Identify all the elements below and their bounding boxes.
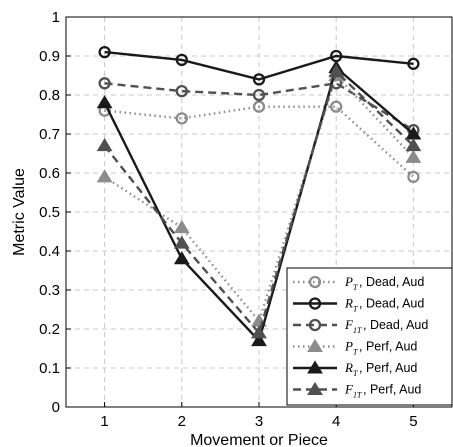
- x-axis-label: Movement or Piece: [190, 432, 328, 447]
- legend-subscript: 1T: [353, 326, 362, 335]
- y-tick-label: 0.3: [39, 282, 60, 299]
- data-point: [96, 169, 113, 183]
- y-tick-label: 1: [52, 9, 60, 26]
- data-point: [173, 219, 190, 234]
- x-tick-label: 4: [332, 413, 340, 430]
- data-point: [96, 95, 113, 109]
- y-tick-label: 0.2: [39, 321, 60, 338]
- x-tick-label: 3: [255, 413, 263, 430]
- legend-item: F 1T, Perf, Aud: [293, 382, 421, 400]
- data-point: [251, 333, 267, 347]
- data-point: [307, 360, 323, 374]
- data-point: [405, 149, 422, 163]
- data-point: [252, 73, 266, 86]
- series-3: [98, 77, 420, 137]
- series-line: [104, 50, 414, 81]
- legend-box: [286, 267, 453, 406]
- legend-subscript: T: [353, 305, 358, 314]
- data-point: [175, 53, 188, 67]
- legend-item: F 1T, Dead, Aud: [293, 317, 428, 335]
- data-point: [405, 138, 422, 152]
- legend-label: , Perf, Aud: [359, 361, 417, 375]
- legend-subscript: T: [353, 369, 358, 378]
- legend-symbol: F: [344, 382, 354, 397]
- y-tick-label: 0.6: [39, 165, 60, 182]
- y-tick-label: 0.7: [39, 126, 60, 143]
- legend-symbol: P: [344, 339, 353, 354]
- legend-subscript: T: [353, 348, 358, 357]
- legend-label: , Dead, Aud: [359, 275, 424, 289]
- y-tick-label: 0.4: [39, 243, 60, 260]
- legend-label: , Perf, Aud: [363, 383, 421, 397]
- series-6: [96, 63, 422, 339]
- legend-label: , Perf, Aud: [359, 340, 417, 354]
- data-point: [96, 138, 113, 152]
- data-point: [307, 338, 323, 352]
- data-point: [251, 325, 267, 339]
- y-tick-label: 0.1: [39, 360, 60, 377]
- legend-subscript: T: [353, 283, 358, 292]
- y-axis-label: Metric Value: [11, 168, 28, 256]
- data-point: [173, 251, 190, 265]
- data-point: [307, 381, 323, 395]
- data-point: [407, 170, 420, 184]
- legend-symbol: R: [344, 296, 353, 311]
- legend-symbol: F: [344, 317, 354, 332]
- data-point: [173, 235, 190, 249]
- data-point: [308, 275, 322, 289]
- series-line: [103, 69, 415, 336]
- legend-symbol: R: [344, 360, 353, 375]
- y-tick-label: 0: [52, 399, 60, 416]
- legend-label: , Dead, Aud: [359, 297, 424, 311]
- data-point: [252, 88, 266, 102]
- y-tick-label: 0.5: [39, 204, 60, 221]
- data-point: [175, 84, 188, 98]
- legend-label: , Dead, Aud: [363, 318, 428, 332]
- data-point: [175, 112, 188, 125]
- data-point: [98, 45, 111, 59]
- data-point: [328, 63, 345, 78]
- x-tick-label: 1: [100, 413, 108, 430]
- legend-subscript: 1T: [353, 391, 362, 400]
- series-line: [104, 82, 415, 132]
- data-point: [330, 100, 343, 113]
- data-point: [252, 100, 266, 113]
- x-tick-label: 2: [178, 413, 186, 430]
- series-2: [98, 45, 420, 86]
- data-point: [98, 77, 111, 90]
- data-point: [308, 318, 322, 332]
- x-tick-label: 5: [409, 413, 417, 430]
- data-point: [407, 57, 420, 70]
- legend-symbol: P: [344, 274, 353, 289]
- y-tick-label: 0.8: [39, 87, 60, 104]
- y-tick-label: 0.9: [39, 48, 60, 65]
- series-line: [104, 105, 415, 178]
- data-point: [308, 297, 322, 310]
